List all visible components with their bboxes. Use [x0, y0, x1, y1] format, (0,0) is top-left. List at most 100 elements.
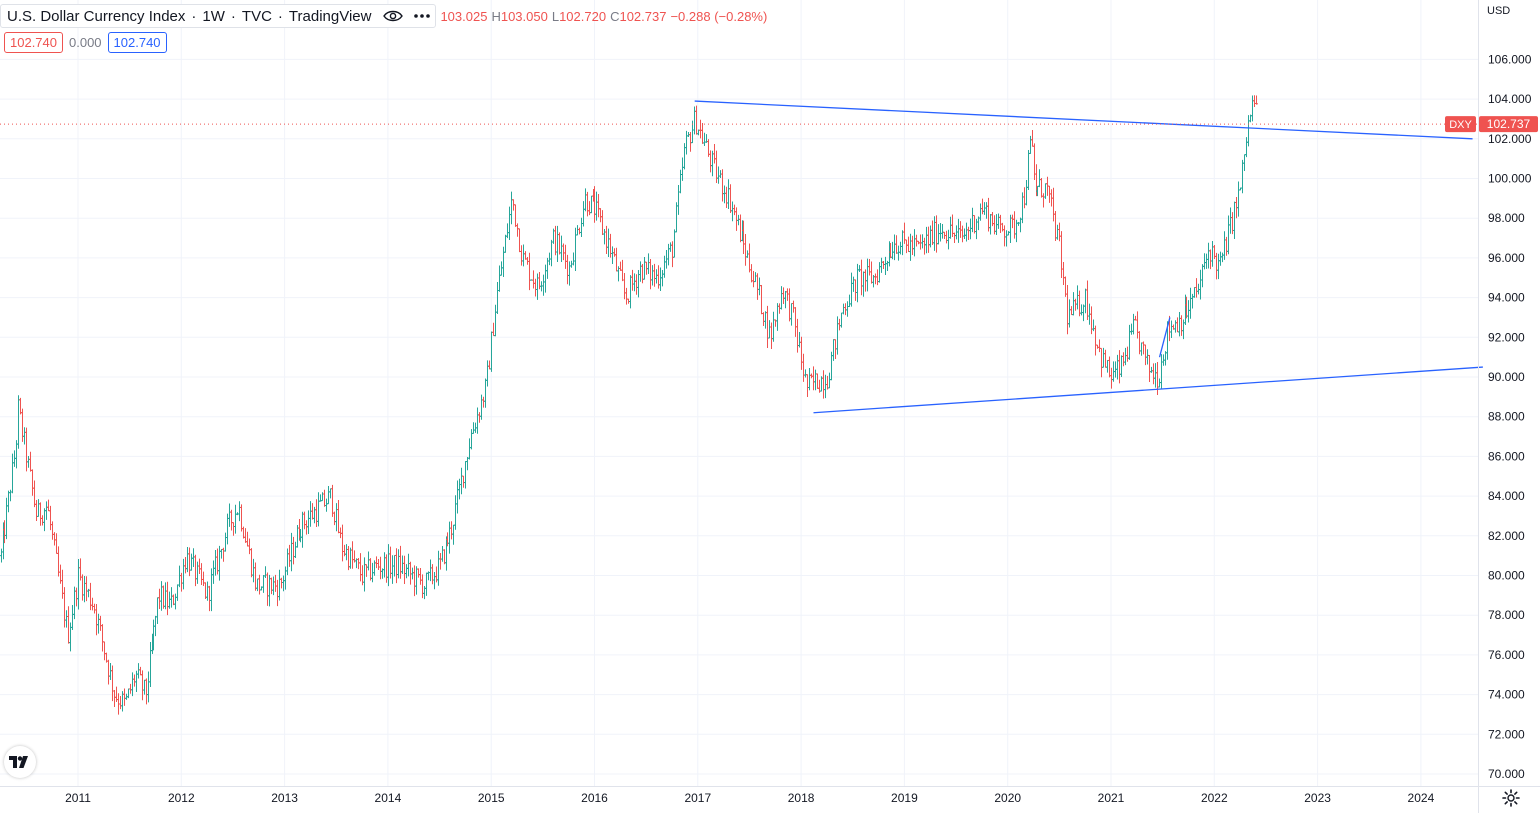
x-tick-label: 2017 [684, 791, 711, 805]
ohlc-bar [359, 553, 362, 582]
currency-label[interactable]: USD [1487, 5, 1511, 17]
eye-icon[interactable] [383, 9, 404, 23]
spread-value: 0.000 [69, 35, 102, 50]
ohlc-bar [1211, 240, 1214, 267]
ohlc-bar [899, 241, 902, 255]
ohlc-bar [1243, 154, 1246, 172]
ohlc-bar [701, 123, 704, 144]
ohlc-bar [1060, 231, 1063, 279]
ohlc-bar [798, 331, 801, 348]
ohlc-bar [1011, 214, 1014, 229]
ohlc-bar [63, 587, 66, 628]
ohlc-bar [937, 224, 940, 245]
interval-label[interactable]: 1W [202, 7, 225, 25]
ohlc-bar [303, 511, 306, 530]
y-tick-label: 78.000 [1488, 608, 1525, 622]
source-label: TradingView [288, 7, 372, 25]
ohlc-bar [51, 521, 54, 540]
ohlc-bar [317, 492, 320, 527]
ohlc-bar [647, 253, 650, 274]
ohlc-bar [158, 588, 161, 610]
ohlc-bar [1009, 214, 1012, 244]
ohlc-bar [963, 228, 966, 239]
ohlc-bar [685, 130, 688, 155]
ohlc-bar [7, 490, 10, 513]
ohlc-bar [311, 503, 314, 520]
ohlc-bar [981, 198, 984, 215]
ohlc-bar [252, 558, 255, 583]
ohlc-bar [1027, 150, 1030, 191]
ohlc-bar [615, 247, 618, 272]
ohlc-bar [653, 263, 656, 287]
ohlc-bar [200, 563, 203, 585]
ohlc-bar [1160, 354, 1163, 390]
ask-price-box[interactable]: 102.740 [107, 32, 167, 53]
ohlc-bar [949, 216, 952, 239]
ohlc-bar [504, 234, 507, 253]
ohlc-bar [524, 251, 527, 260]
ohlc-bar [655, 269, 658, 284]
ohlc-bar [395, 548, 398, 584]
ohlc-bar [1128, 324, 1131, 360]
ohlc-bar [1066, 285, 1069, 335]
ohlc-bar [91, 597, 94, 611]
ohlc-bar [367, 551, 370, 571]
ohlc-bar [31, 469, 34, 496]
ohlc-bar [735, 207, 738, 231]
ohlc-bar [337, 499, 340, 534]
ohlc-bar [1056, 224, 1059, 240]
ohlc-bar [37, 499, 40, 517]
ohlc-bar [846, 301, 849, 317]
ohlc-bar [0, 548, 3, 563]
more-dots-icon[interactable] [413, 13, 431, 19]
ohlc-bar [323, 489, 326, 507]
ohlc-bar [1221, 252, 1224, 263]
ohlc-bar [450, 521, 453, 540]
price-scale-labels[interactable]: 70.000 72.000 74.000 76.000 78.000 80.000 82.0… [1488, 52, 1532, 781]
y-tick-label: 98.000 [1488, 211, 1525, 225]
ohlc-bar [768, 320, 771, 339]
ohlc-bar [790, 303, 793, 326]
trendlines[interactable] [694, 100, 1483, 414]
ohlc-bar [1019, 217, 1022, 233]
ohlc-bar [270, 577, 273, 595]
ohlc-bar [456, 480, 459, 514]
y-tick-label: 90.000 [1488, 370, 1525, 384]
ohlc-bar [935, 215, 938, 253]
ohlc-bar [1124, 347, 1127, 366]
ohlc-bar [250, 548, 253, 578]
gear-icon[interactable] [1502, 789, 1520, 807]
ohlc-bar [89, 582, 92, 611]
ohlc-bar [607, 228, 610, 257]
y-tick-label: 82.000 [1488, 529, 1525, 543]
ohlc-bar [1180, 315, 1183, 336]
ohlc-bar [1078, 290, 1081, 317]
ohlc-bar [1086, 280, 1089, 321]
ohlc-bar [1201, 264, 1204, 288]
ohlc-bar [929, 225, 932, 248]
ohlc-bar [93, 603, 96, 614]
y-tick-label: 106.000 [1488, 52, 1532, 66]
ohlc-bar [631, 269, 634, 291]
ohlc-bar [1209, 249, 1212, 270]
ohlc-bar [1040, 178, 1043, 198]
time-scale-labels[interactable]: 2011 2012 2013 2014 2015 2016 2017 2018 2019 2020… [65, 791, 1434, 805]
symbol-title-box[interactable]: U.S. Dollar Currency Index · 1W · TVC · … [0, 4, 437, 28]
ohlc-bar [232, 522, 235, 536]
ohlc-bar [794, 307, 797, 337]
bid-price-box[interactable]: 102.740 [4, 32, 63, 53]
ohlc-bar [1146, 349, 1149, 365]
ohlc-bar [987, 197, 990, 232]
x-tick-label: 2013 [271, 791, 298, 805]
ohlc-bar [276, 579, 279, 607]
x-tick-label: 2019 [891, 791, 918, 805]
ohlc-bar [375, 556, 378, 569]
tradingview-logo-icon[interactable] [4, 746, 36, 778]
ohlc-bar [186, 547, 189, 573]
ohlc-bar [190, 553, 193, 571]
ohlc-bar [643, 257, 646, 280]
ohlc-bar [27, 456, 30, 468]
symbol-name[interactable]: U.S. Dollar Currency Index [7, 7, 186, 25]
ohlc-bar [1110, 367, 1113, 389]
